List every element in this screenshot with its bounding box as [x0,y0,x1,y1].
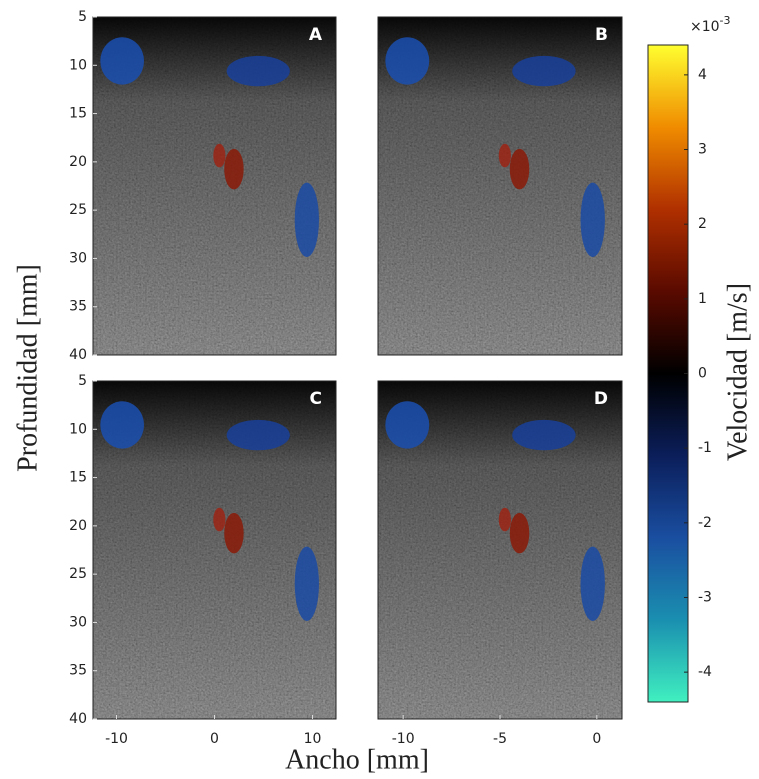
offset-exponent: -3 [720,14,731,27]
colorbar-tick-label: -3 [698,589,712,605]
flow-region [226,55,290,87]
x-tick-label: -10 [392,731,415,747]
colorbar-tick-label: -1 [698,440,712,456]
x-tick-label: 0 [592,731,601,747]
colorbar-tick-label: 2 [698,216,707,232]
y-tick-label: 10 [69,421,87,437]
y-tick-label: 40 [69,347,87,363]
flow-region [498,507,511,532]
flow-region [580,182,605,257]
colorbar [647,44,689,703]
y-tick-label: 35 [69,663,87,679]
x-axis-label: Ancho [mm] [285,744,429,775]
flow-region [226,419,290,451]
x-tick-label: -10 [105,731,128,747]
y-tick-label: 20 [69,518,87,534]
y-tick-label: 10 [69,57,87,73]
colorbar-tick-label: 0 [698,366,707,382]
y-tick-label: 30 [69,614,87,630]
y-tick-label: 25 [69,202,87,218]
y-tick-label: 5 [78,373,87,389]
flow-region [213,507,226,532]
flow-region [509,512,530,554]
panel-label: A [309,25,323,45]
colorbar-label: Velocidad [m/s] [722,283,753,461]
y-tick-label: 20 [69,154,87,170]
flow-region [294,546,319,621]
y-tick-label: 15 [69,106,87,122]
flow-region [509,148,530,190]
colorbar-tick-label: -2 [698,515,712,531]
y-axis-label: Profundidad [mm] [12,264,43,472]
flow-region [512,419,576,451]
y-tick-label: 25 [69,566,87,582]
flow-region [100,37,145,85]
y-tick-label: 30 [69,250,87,266]
y-tick-label: 40 [69,711,87,727]
y-tick-label: 15 [69,470,87,486]
x-tick-label: 10 [304,731,322,747]
flow-region [512,55,576,87]
flow-region [580,546,605,621]
axes-frame [92,16,337,356]
flow-region [498,143,511,168]
colorbar-tick-label: -4 [698,664,712,680]
flow-region [385,401,430,449]
colorbar-tick-label: 4 [698,67,707,83]
x-tick-label: -5 [493,731,507,747]
panel-label: B [595,25,608,45]
flow-region [224,512,244,554]
x-tick-label: 0 [210,731,219,747]
offset-base: ×10 [690,19,720,35]
panel-label: C [310,389,322,409]
y-tick-label: 5 [78,9,87,25]
flow-region [213,143,226,168]
panel-label: D [594,389,608,409]
colorbar-tick-label: 3 [698,142,707,158]
colorbar-tick-label: 1 [698,291,707,307]
flow-region [100,401,145,449]
y-tick-label: 35 [69,299,87,315]
flow-region [224,148,244,190]
colorbar-offset: ×10-3 [690,14,731,35]
axes-frame [377,16,623,356]
flow-region [294,182,319,257]
flow-region [385,37,430,85]
